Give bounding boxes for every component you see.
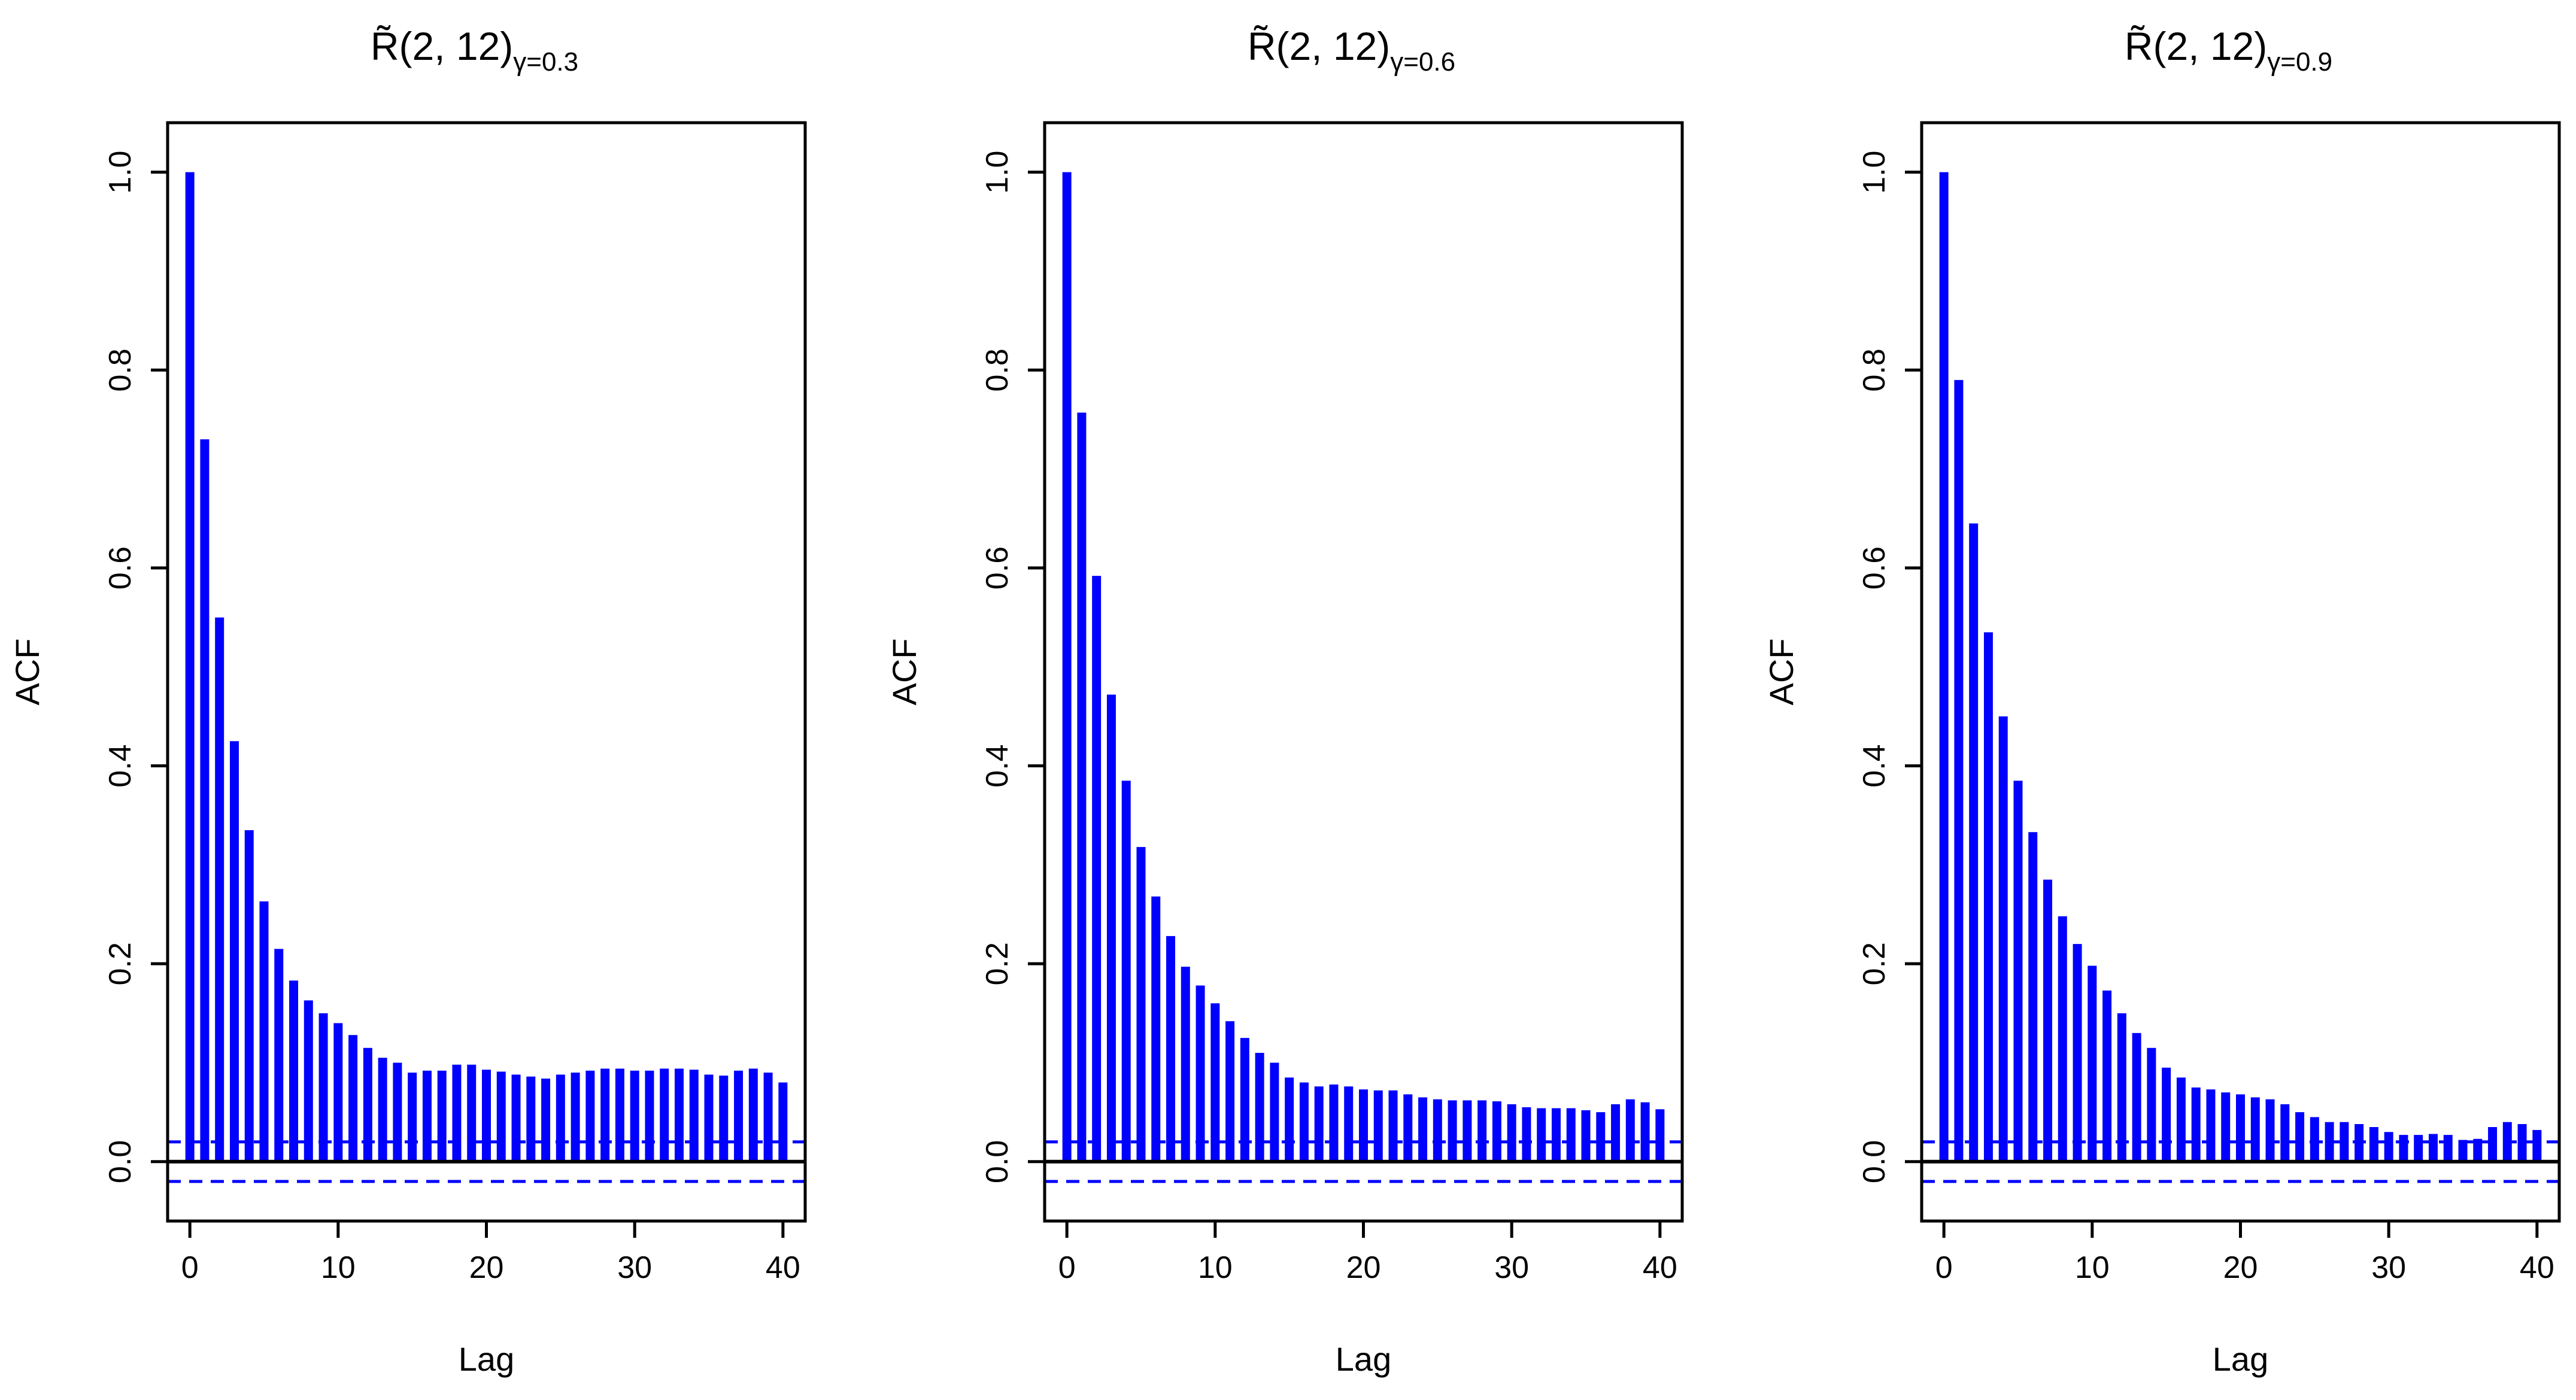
x-tick-label: 10 bbox=[1198, 1250, 1233, 1285]
y-axis-label: ACF bbox=[1762, 639, 1800, 706]
x-tick-label: 10 bbox=[2075, 1250, 2110, 1285]
x-tick-label: 0 bbox=[1935, 1250, 1953, 1285]
y-tick-label: 0.2 bbox=[103, 942, 138, 985]
x-tick-label: 20 bbox=[469, 1250, 504, 1285]
x-axis-label: Lag bbox=[2213, 1340, 2268, 1378]
y-tick-label: 0.6 bbox=[103, 546, 138, 590]
acf-panel-2: 0 10 20 30 40 0.0 0.2 0.4 0.6 0.8 1.0 Lag ACF R̃(2, 1… bbox=[885, 24, 1684, 1378]
y-tick-label: 0.4 bbox=[103, 744, 138, 787]
y-tick-label: 0.8 bbox=[980, 348, 1015, 391]
y-tick-label: 0.8 bbox=[1857, 348, 1892, 391]
y-axis-label: ACF bbox=[885, 639, 923, 706]
chart-title: R̃(2, 12)γ=0.6 bbox=[1248, 24, 1455, 77]
y-tick-label: 0.2 bbox=[1857, 942, 1892, 985]
x-tick-label: 40 bbox=[1643, 1250, 1677, 1285]
y-tick-label: 1.0 bbox=[103, 151, 138, 194]
chart-title-main: R̃(2, 12) bbox=[1248, 24, 1390, 68]
acf-panel-1: 0 10 20 30 40 0.0 0.2 0.4 0.6 0.8 1.0 Lag ACF R̃(2, 1… bbox=[8, 24, 807, 1378]
chart-title-subscript: γ=0.3 bbox=[513, 47, 578, 77]
y-tick-label: 0.0 bbox=[980, 1140, 1015, 1183]
y-tick-label: 0.0 bbox=[1857, 1140, 1892, 1183]
y-tick-label: 0.4 bbox=[980, 744, 1015, 787]
y-axis-label: ACF bbox=[8, 639, 46, 706]
x-tick-label: 30 bbox=[2371, 1250, 2406, 1285]
x-tick-label: 0 bbox=[181, 1250, 199, 1285]
y-tick-label: 0.4 bbox=[1857, 744, 1892, 787]
x-tick-label: 0 bbox=[1058, 1250, 1076, 1285]
y-tick-label: 0.2 bbox=[980, 942, 1015, 985]
y-tick-label: 1.0 bbox=[980, 151, 1015, 194]
x-axis-label: Lag bbox=[459, 1340, 514, 1378]
x-tick-label: 30 bbox=[1494, 1250, 1529, 1285]
chart-title-main: R̃(2, 12) bbox=[371, 24, 513, 68]
y-tick-label: 0.8 bbox=[103, 348, 138, 391]
x-tick-label: 40 bbox=[766, 1250, 800, 1285]
chart-title: R̃(2, 12)γ=0.9 bbox=[2125, 24, 2332, 77]
y-tick-label: 0.0 bbox=[103, 1140, 138, 1183]
x-tick-label: 20 bbox=[1346, 1250, 1381, 1285]
chart-title-main: R̃(2, 12) bbox=[2125, 24, 2267, 68]
x-tick-label: 10 bbox=[321, 1250, 356, 1285]
chart-title-subscript: γ=0.6 bbox=[1390, 47, 1455, 77]
chart-title: R̃(2, 12)γ=0.3 bbox=[371, 24, 578, 77]
y-tick-label: 0.6 bbox=[1857, 546, 1892, 590]
x-axis-label: Lag bbox=[1336, 1340, 1391, 1378]
y-tick-label: 0.6 bbox=[980, 546, 1015, 590]
x-tick-label: 40 bbox=[2520, 1250, 2554, 1285]
x-tick-label: 20 bbox=[2223, 1250, 2258, 1285]
acf-panel-3: 0 10 20 30 40 0.0 0.2 0.4 0.6 0.8 1.0 Lag ACF R̃(2, 1… bbox=[1762, 24, 2561, 1378]
y-tick-label: 1.0 bbox=[1857, 151, 1892, 194]
x-tick-label: 30 bbox=[617, 1250, 652, 1285]
chart-title-subscript: γ=0.9 bbox=[2267, 47, 2332, 77]
